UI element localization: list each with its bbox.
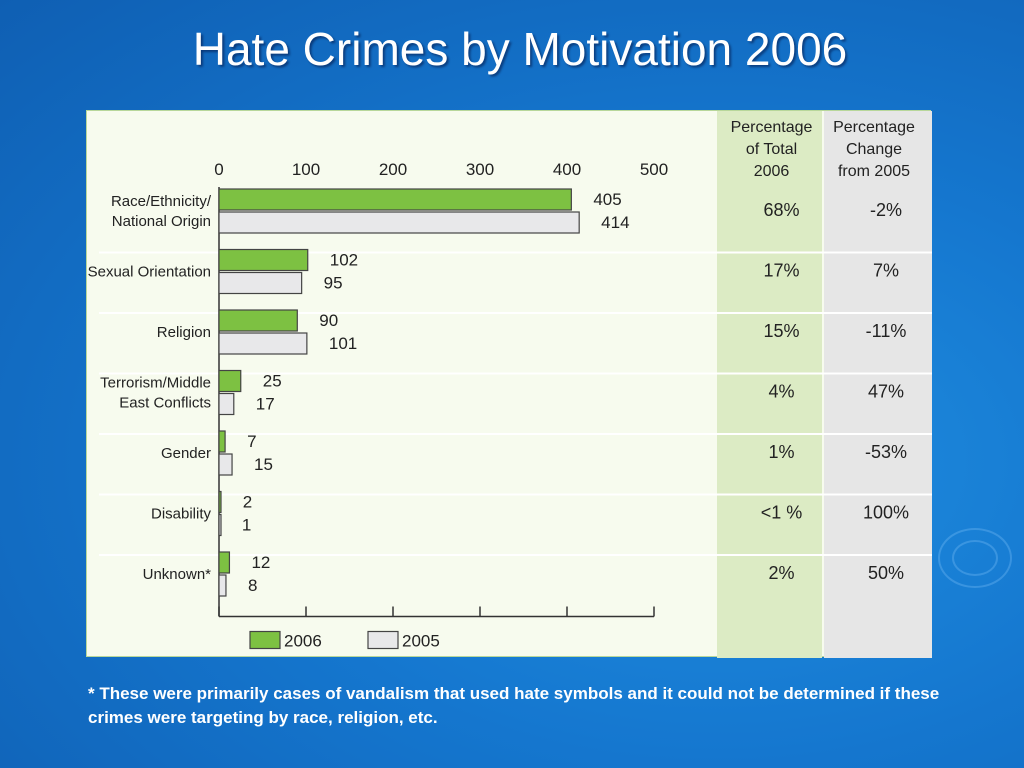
table-header: from 2005 — [838, 163, 910, 180]
category-label: Religion — [157, 324, 211, 341]
value-label-2005: 95 — [324, 274, 343, 293]
bar-2006 — [218, 430, 226, 453]
table-header: Change — [846, 141, 902, 158]
table-cell: 1% — [768, 442, 794, 462]
x-tick-label: 300 — [466, 160, 494, 179]
table-cell: 7% — [873, 261, 899, 281]
value-label-2006: 7 — [247, 432, 256, 451]
value-label-2006: 102 — [330, 251, 358, 270]
table-column-bg — [717, 111, 822, 658]
table-cell: 50% — [868, 563, 904, 583]
legend-swatch-2006 — [249, 630, 281, 650]
x-tick-label: 100 — [292, 160, 320, 179]
category-label: East Conflicts — [119, 395, 211, 412]
category-label: Gender — [161, 445, 211, 462]
value-label-2005: 17 — [256, 395, 275, 414]
table-header: 2006 — [754, 163, 790, 180]
value-label-2006: 90 — [319, 311, 338, 330]
chart-panel: 0 100 200 300 400 500 Race/Ethnicity/National … — [86, 110, 932, 658]
bar-2006 — [218, 369, 242, 393]
footnote: * These were primarily cases of vandalis… — [88, 684, 940, 727]
bar-2006 — [218, 188, 572, 211]
ripple-decoration — [938, 528, 1012, 588]
table-cell: -53% — [865, 442, 907, 462]
table-cell: 15% — [763, 321, 799, 341]
table-cell: 100% — [863, 503, 909, 523]
table-cell: 68% — [763, 200, 799, 220]
table-header: of Total — [746, 141, 797, 158]
category-label: Disability — [151, 506, 212, 523]
bar-2005 — [218, 392, 235, 416]
table-cell: -2% — [870, 200, 902, 220]
x-tick-label: 500 — [640, 160, 668, 179]
bar-2006 — [218, 309, 298, 332]
legend-swatch-2005 — [367, 630, 399, 650]
table-cell: <1 % — [761, 503, 803, 523]
bar-2006 — [218, 490, 222, 514]
bar-chart: 0 100 200 300 400 500 Race/Ethnicity/National … — [88, 111, 932, 658]
table-cell: 17% — [763, 261, 799, 281]
table-cell: 4% — [768, 382, 794, 402]
table-cell: 2% — [768, 563, 794, 583]
legend-label-2006: 2006 — [284, 632, 322, 651]
bar-2005 — [218, 271, 303, 295]
value-label-2006: 405 — [593, 190, 621, 209]
bar-2005 — [218, 211, 580, 234]
category-label: Unknown* — [143, 566, 212, 583]
bar-2005 — [218, 574, 227, 597]
table-column-bg — [824, 111, 932, 658]
value-label-2005: 8 — [248, 576, 257, 595]
value-label-2005: 1 — [242, 516, 251, 535]
table-cell: -11% — [866, 321, 907, 341]
table-header: Percentage — [731, 119, 813, 136]
category-label: Terrorism/Middle — [100, 375, 211, 392]
category-label: National Origin — [112, 213, 211, 230]
value-label-2005: 15 — [254, 455, 273, 474]
value-label-2006: 25 — [263, 372, 282, 391]
bar-2006 — [218, 248, 309, 272]
bar-2005 — [218, 332, 308, 355]
category-label: Sexual Orientation — [88, 264, 211, 281]
x-tick-label: 0 — [214, 160, 223, 179]
category-label: Race/Ethnicity/ — [111, 193, 212, 210]
ripple-decoration — [952, 540, 998, 576]
x-tick-label: 400 — [553, 160, 581, 179]
value-label-2005: 414 — [601, 213, 629, 232]
value-label-2005: 101 — [329, 334, 357, 353]
bar-2005 — [218, 453, 233, 476]
value-label-2006: 12 — [251, 553, 270, 572]
bar-2006 — [218, 551, 231, 574]
x-tick-label: 200 — [379, 160, 407, 179]
table-header: Percentage — [833, 119, 915, 136]
bar-2005 — [218, 513, 222, 537]
table-cell: 47% — [868, 382, 904, 402]
slide-title: Hate Crimes by Motivation 2006 — [192, 23, 848, 75]
legend-label-2005: 2005 — [402, 632, 440, 651]
value-label-2006: 2 — [243, 493, 252, 512]
